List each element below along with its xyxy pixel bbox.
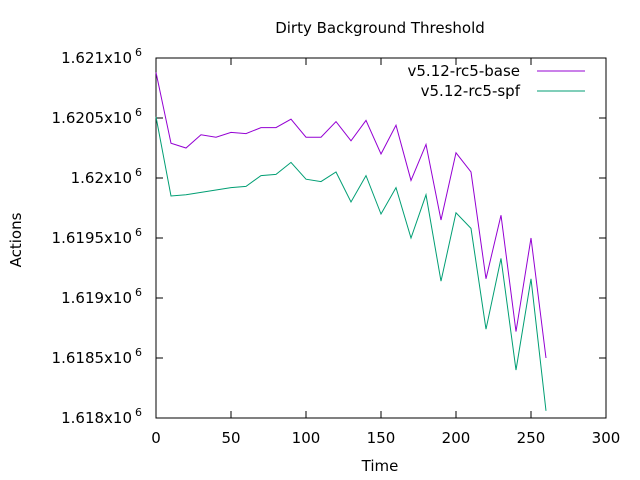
y-tick-label: 1.618x10 bbox=[61, 409, 132, 427]
y-axis-title: Actions bbox=[7, 212, 25, 267]
y-tick-label: 1.62x10 bbox=[71, 169, 132, 187]
legend-label: v5.12-rc5-base bbox=[408, 62, 521, 80]
legend: v5.12-rc5-base v5.12-rc5-spf bbox=[408, 62, 585, 100]
x-tick-label: 0 bbox=[151, 429, 161, 447]
y-tick-exponent: 6 bbox=[135, 106, 142, 119]
y-tick-exponent: 6 bbox=[135, 46, 142, 59]
x-tick-label: 300 bbox=[592, 429, 621, 447]
chart-title: Dirty Background Threshold bbox=[275, 19, 485, 37]
legend-label: v5.12-rc5-spf bbox=[421, 82, 521, 100]
y-tick-exponent: 6 bbox=[135, 226, 142, 239]
x-tick-label: 250 bbox=[517, 429, 546, 447]
y-tick-label: 1.6195x10 bbox=[52, 229, 132, 247]
x-tick-label: 100 bbox=[292, 429, 321, 447]
y-tick-label: 1.621x10 bbox=[61, 49, 132, 67]
y-tick-exponent: 6 bbox=[135, 286, 142, 299]
y-tick-label: 1.6205x10 bbox=[52, 109, 132, 127]
y-tick-exponent: 6 bbox=[135, 346, 142, 359]
y-tick-exponent: 6 bbox=[135, 166, 142, 179]
plot-frame bbox=[155, 57, 607, 419]
x-axis-title: Time bbox=[361, 457, 399, 475]
x-tick-label: 50 bbox=[221, 429, 240, 447]
x-tick-label: 150 bbox=[367, 429, 396, 447]
x-tick-label: 200 bbox=[442, 429, 471, 447]
series-line-v5.12-rc5-spf bbox=[155, 116, 547, 411]
y-tick-label: 1.619x10 bbox=[61, 289, 132, 307]
y-tick-label: 1.6185x10 bbox=[52, 349, 132, 367]
y-tick-exponent: 6 bbox=[135, 406, 142, 419]
series-layer bbox=[155, 72, 547, 411]
series-line-v5.12-rc5-base bbox=[155, 72, 547, 359]
